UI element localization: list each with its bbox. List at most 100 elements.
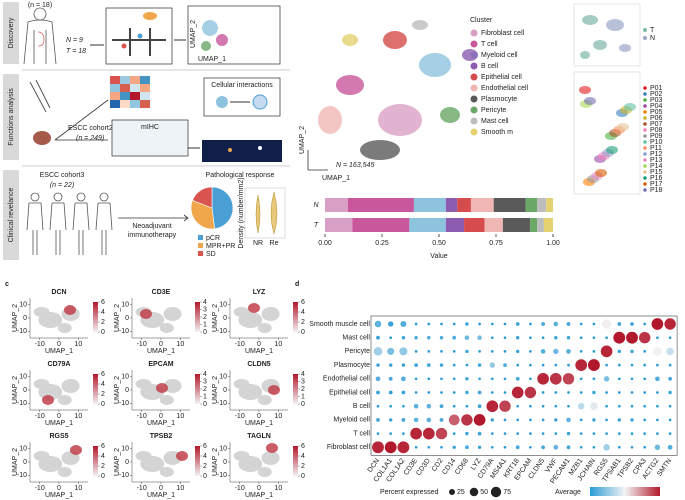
dot bbox=[489, 362, 495, 368]
dot bbox=[639, 332, 651, 344]
legend-swatch bbox=[643, 92, 647, 96]
cell-icon bbox=[252, 94, 268, 110]
dot bbox=[477, 404, 482, 409]
y-tick-label: -10 bbox=[119, 472, 129, 479]
dot bbox=[465, 322, 469, 326]
legend-label: P03 bbox=[650, 97, 663, 104]
dot bbox=[656, 432, 659, 435]
section-tab bbox=[3, 74, 19, 160]
dot bbox=[426, 363, 431, 367]
dot bbox=[567, 404, 570, 408]
dot bbox=[529, 445, 532, 449]
dot bbox=[630, 432, 634, 435]
umap-cluster bbox=[412, 20, 428, 30]
dot bbox=[643, 350, 647, 353]
colorbar bbox=[93, 446, 98, 476]
dot bbox=[477, 390, 482, 395]
dot bbox=[439, 336, 444, 340]
x-tick-label: -10 bbox=[235, 485, 245, 492]
axis-label: UMAP_2 bbox=[12, 448, 19, 476]
dot bbox=[579, 432, 583, 435]
colorbar-label: 2 bbox=[301, 319, 305, 326]
bar-segment bbox=[546, 198, 553, 212]
umap-blob bbox=[202, 20, 218, 36]
axis-label: UMAP_1 bbox=[147, 348, 175, 355]
dot bbox=[592, 336, 596, 340]
dot bbox=[653, 347, 662, 356]
umap-cluster bbox=[318, 106, 342, 134]
dot bbox=[590, 402, 598, 410]
umap-cluster bbox=[595, 169, 607, 177]
x-tick-label: 10 bbox=[176, 413, 184, 420]
expression-region bbox=[156, 383, 168, 393]
dot bbox=[630, 322, 634, 326]
dot bbox=[490, 432, 494, 435]
umap-cluster bbox=[606, 19, 624, 31]
dot bbox=[617, 363, 621, 367]
axis-label: UMAP_1 bbox=[45, 492, 73, 499]
dot bbox=[503, 363, 507, 367]
colorbar-label: 2 bbox=[203, 463, 207, 470]
legend-label: P09 bbox=[650, 133, 663, 140]
legend-label: Fibroblast cell bbox=[481, 30, 525, 37]
dot bbox=[668, 390, 672, 395]
legend-swatch bbox=[643, 104, 647, 108]
umap-blob bbox=[61, 379, 80, 393]
colorbar-label: 1 bbox=[301, 393, 305, 400]
legend-label: P04 bbox=[650, 103, 663, 110]
x-tick-label: 10 bbox=[274, 341, 282, 348]
dot bbox=[655, 376, 660, 382]
dot bbox=[465, 363, 469, 367]
x-tick-label: -10 bbox=[137, 341, 147, 348]
legend-swatch bbox=[643, 28, 647, 32]
violin-frame bbox=[244, 187, 286, 239]
dot bbox=[422, 427, 435, 440]
bar-segment bbox=[413, 198, 446, 212]
dot bbox=[666, 347, 674, 356]
dot bbox=[426, 417, 432, 423]
dot bbox=[592, 322, 596, 326]
umap-cluster bbox=[624, 103, 636, 111]
legend-label: T bbox=[650, 27, 655, 34]
dot bbox=[516, 404, 520, 408]
dot bbox=[515, 445, 520, 450]
cohort-size: (n = 22) bbox=[50, 182, 74, 189]
legend-label: SD bbox=[206, 251, 216, 258]
legend-swatch bbox=[643, 122, 647, 126]
legend-label: P07 bbox=[650, 121, 663, 128]
row-label: T cell bbox=[353, 430, 370, 437]
dot bbox=[643, 418, 647, 422]
colorbar-label: 0 bbox=[101, 473, 105, 480]
dot bbox=[490, 336, 494, 340]
dot bbox=[511, 386, 524, 399]
legend-swatch bbox=[470, 128, 478, 136]
dot bbox=[554, 363, 558, 367]
legend-swatch bbox=[643, 110, 647, 114]
dot bbox=[592, 445, 596, 449]
dot bbox=[605, 432, 608, 435]
legend-swatch bbox=[470, 62, 478, 70]
umap-blob bbox=[135, 379, 152, 389]
dot bbox=[529, 432, 532, 435]
dot bbox=[478, 350, 481, 353]
legend-label: Endothelial cell bbox=[481, 85, 529, 92]
colorbar-label: 3 bbox=[203, 306, 207, 313]
legend-label: 25 bbox=[457, 489, 465, 496]
dot bbox=[566, 336, 571, 340]
dot bbox=[478, 377, 481, 381]
umap-cluster bbox=[383, 31, 407, 49]
legend-swatch bbox=[198, 243, 203, 248]
dot bbox=[402, 432, 405, 435]
y-tick-label: -10 bbox=[217, 472, 227, 479]
row-label: Fibroblast cell bbox=[327, 444, 371, 451]
dot bbox=[656, 363, 659, 367]
colorbar-label: 6 bbox=[101, 443, 105, 450]
axis-label: UMAP_1 bbox=[245, 420, 273, 427]
colorbar-label: 0 bbox=[301, 329, 305, 336]
dot bbox=[486, 400, 499, 413]
colorbar-label: 0 bbox=[203, 401, 207, 408]
dot bbox=[579, 336, 583, 340]
umap-blob bbox=[257, 467, 272, 477]
dot bbox=[503, 350, 507, 353]
dot bbox=[617, 418, 621, 422]
